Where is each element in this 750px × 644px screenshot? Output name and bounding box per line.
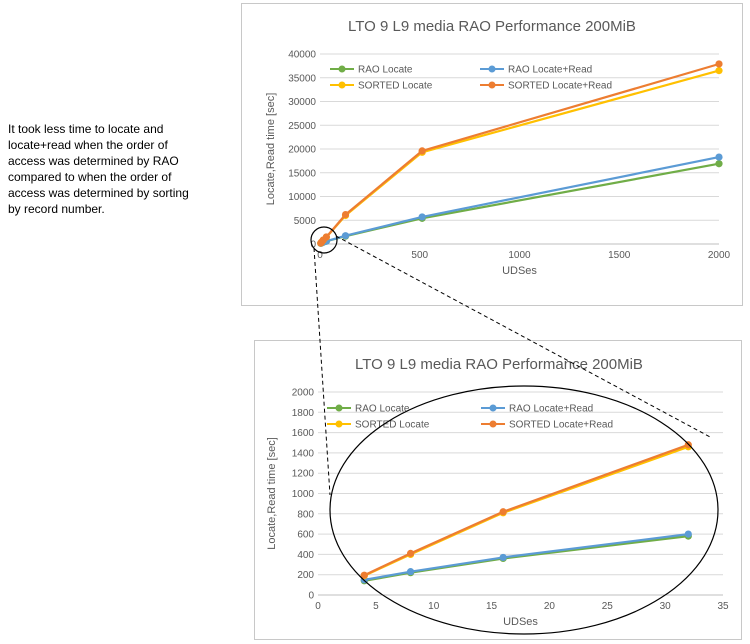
x-tick-label: 35 [717, 601, 729, 612]
explanation-line: compared to when the order of [8, 170, 172, 184]
explanation-line: access was determined by sorting [8, 186, 189, 200]
x-tick-label: 30 [660, 601, 672, 612]
chart-title: LTO 9 L9 media RAO Performance 200MiB [355, 356, 643, 373]
x-tick-label: 5 [373, 601, 379, 612]
legend-label: RAO Locate+Read [509, 404, 593, 415]
y-tick-label: 5000 [294, 216, 317, 227]
data-point [360, 571, 368, 579]
y-tick-label: 600 [297, 530, 314, 541]
legend-swatch-marker [488, 65, 496, 73]
y-tick-label: 1200 [292, 469, 315, 480]
data-point [322, 233, 330, 241]
legend-label: RAO Locate+Read [508, 65, 592, 76]
x-axis-label: UDSes [502, 265, 537, 277]
chart-panel-zoomed: LTO 9 L9 media RAO Performance 200MiB 0 20… [254, 340, 742, 640]
legend-label: SORTED Locate [358, 81, 433, 92]
x-tick-label: 10 [428, 601, 440, 612]
x-tick-label: 0 [317, 250, 323, 261]
data-point [715, 160, 723, 168]
x-tick-label: 500 [411, 250, 428, 261]
y-tick-label: 25000 [288, 121, 316, 132]
y-tick-label: 400 [297, 550, 314, 561]
explanation-line: access was determined by RAO [8, 154, 179, 168]
explanation-line: It took less time to locate and [8, 122, 164, 136]
data-point [418, 147, 426, 155]
legend-swatch-marker [335, 420, 343, 428]
y-tick-label: 2000 [292, 388, 315, 399]
explanation-line: locate+read when the order of [8, 138, 168, 152]
explanation-text: It took less time to locate and locate+r… [8, 121, 236, 217]
x-tick-label: 1500 [608, 250, 631, 261]
data-point [406, 549, 415, 557]
data-point [684, 441, 692, 449]
y-tick-label: 1400 [292, 448, 315, 459]
chart-full-range: LTO 9 L9 media RAO Performance 200MiB 0 50… [265, 18, 731, 277]
data-point [341, 210, 350, 219]
y-tick-label: 800 [297, 509, 314, 520]
data-point [715, 60, 723, 68]
x-axis-label: UDSes [503, 616, 538, 628]
legend-swatch-marker [489, 420, 497, 428]
series-line [319, 69, 720, 244]
legend-label: SORTED Locate+Read [509, 420, 613, 431]
y-tick-label: 30000 [288, 97, 316, 108]
legend-label: RAO Locate [358, 65, 413, 76]
x-tick-label: 1000 [508, 250, 531, 261]
legend-swatch-marker [338, 81, 346, 89]
data-point [715, 153, 723, 161]
y-tick-label: 15000 [288, 168, 316, 179]
chart-zoomed: LTO 9 L9 media RAO Performance 200MiB 0 20… [266, 356, 729, 628]
x-tick-label: 25 [602, 601, 614, 612]
legend-swatch-marker [489, 404, 497, 412]
chart-panel-full-range: LTO 9 L9 media RAO Performance 200MiB 0 50… [241, 3, 743, 306]
legend-label: RAO Locate [355, 404, 410, 415]
legend-swatch-marker [338, 65, 346, 73]
y-tick-label: 0 [310, 240, 316, 251]
y-axis-label: Locate,Read time [sec] [266, 437, 278, 550]
legend-label: SORTED Locate [355, 420, 430, 431]
data-point [341, 232, 350, 240]
legend-swatch-marker [488, 81, 496, 89]
y-tick-label: 10000 [288, 192, 316, 203]
legend-swatch-marker [335, 404, 343, 412]
y-tick-label: 35000 [288, 73, 316, 84]
data-point [715, 67, 723, 75]
y-tick-label: 1800 [292, 408, 315, 419]
y-tick-label: 1000 [292, 489, 315, 500]
x-tick-label: 20 [544, 601, 556, 612]
data-point [406, 568, 415, 576]
data-point [418, 213, 426, 221]
y-tick-label: 1600 [292, 428, 315, 439]
legend-label: SORTED Locate+Read [508, 81, 612, 92]
chart-title: LTO 9 L9 media RAO Performance 200MiB [348, 18, 636, 35]
x-tick-label: 15 [486, 601, 498, 612]
x-tick-label: 2000 [708, 250, 731, 261]
explanation-line: by record number. [8, 202, 105, 216]
x-tick-label: 0 [315, 601, 321, 612]
y-axis-label: Locate,Read time [sec] [265, 93, 277, 206]
data-point [499, 553, 507, 562]
series-line [320, 162, 720, 245]
y-tick-label: 20000 [288, 145, 316, 156]
data-point [684, 530, 692, 538]
data-point [499, 508, 507, 516]
y-tick-label: 0 [308, 591, 314, 602]
y-tick-label: 200 [297, 570, 314, 581]
y-tick-label: 40000 [288, 50, 316, 61]
